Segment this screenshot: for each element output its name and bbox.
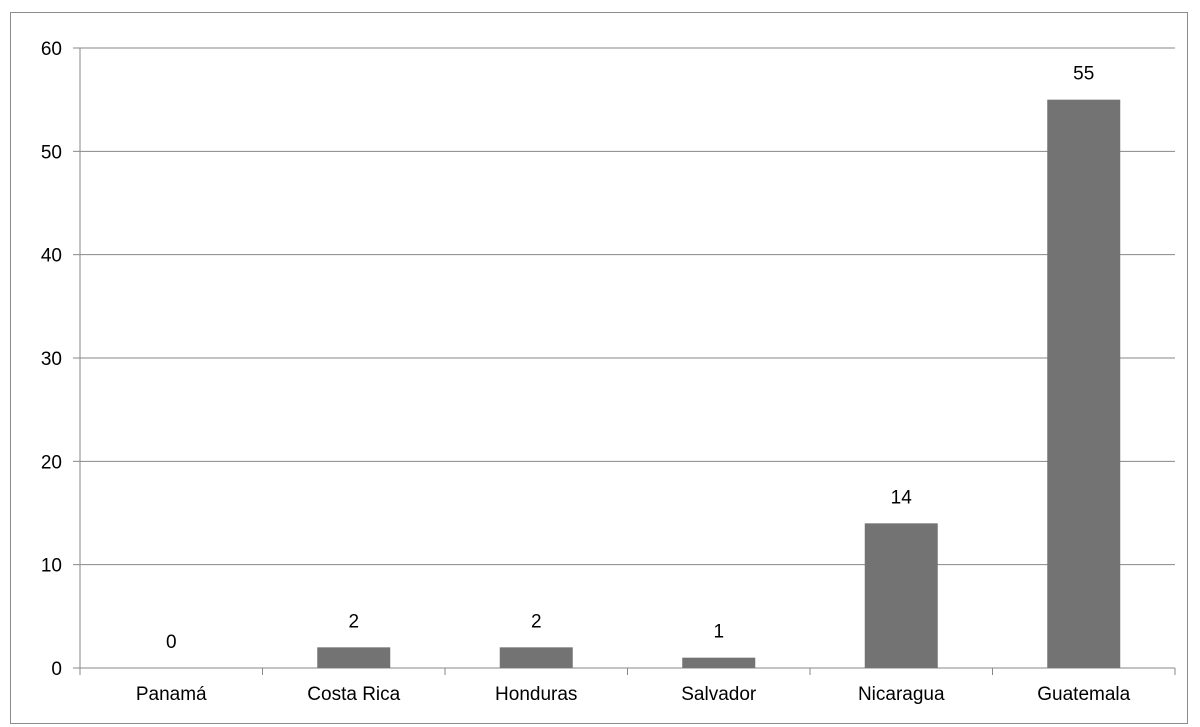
data-label: 14 xyxy=(891,487,913,508)
y-tick-label: 10 xyxy=(41,556,62,577)
bar xyxy=(1047,99,1121,668)
chart-frame xyxy=(10,12,1188,724)
bars xyxy=(317,99,1121,668)
gridlines xyxy=(80,47,1175,566)
y-tick-label: 30 xyxy=(41,349,62,370)
y-tick-label: 60 xyxy=(41,39,62,60)
y-tick-label: 40 xyxy=(41,246,62,267)
bar xyxy=(317,647,391,668)
y-tick-label: 50 xyxy=(41,142,62,163)
data-label: 55 xyxy=(1073,64,1094,85)
bar xyxy=(682,657,756,668)
data-label: 2 xyxy=(348,611,359,632)
x-tick-label: Honduras xyxy=(495,684,577,705)
x-tick-label: Salvador xyxy=(681,684,757,705)
bar xyxy=(864,523,938,668)
data-label: 2 xyxy=(531,611,542,632)
data-label: 0 xyxy=(166,632,177,653)
labels: 0 10 20 30 40 50 60 0 Panamá 2 Costa Rica 2 Honduras… xyxy=(41,39,1131,705)
data-label: 1 xyxy=(713,622,724,643)
x-tick-label: Nicaragua xyxy=(858,684,945,705)
bar xyxy=(499,647,573,668)
y-tick-label: 0 xyxy=(51,659,62,680)
y-tick-label: 20 xyxy=(41,452,62,473)
x-tick-label: Panamá xyxy=(136,684,207,705)
x-tick-label: Guatemala xyxy=(1037,684,1130,705)
axes xyxy=(73,47,1176,675)
x-tick-label: Costa Rica xyxy=(307,684,400,705)
